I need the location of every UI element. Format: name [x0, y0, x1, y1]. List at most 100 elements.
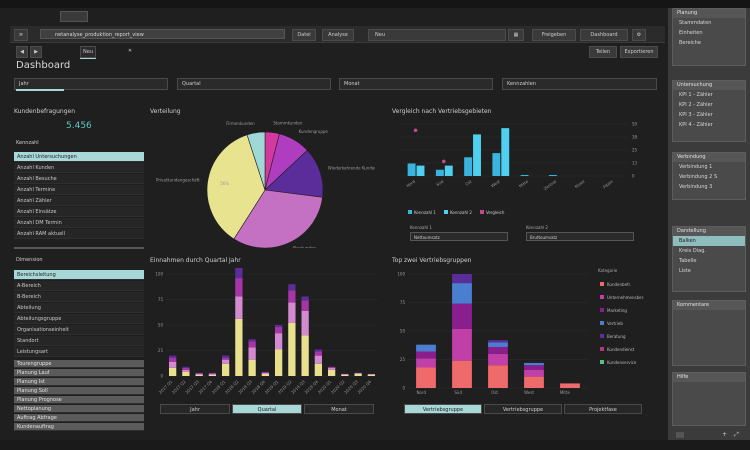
- browser-tab[interactable]: [60, 11, 88, 22]
- stack-segment: [261, 373, 270, 376]
- right-panel-item[interactable]: Kreis Diag.: [679, 248, 706, 254]
- st1-btn-year[interactable]: Jahr: [160, 404, 230, 414]
- group2-item[interactable]: Bereichsleitung: [14, 270, 144, 280]
- legend-swatch: [443, 210, 448, 214]
- analysis-button[interactable]: Analyse: [322, 29, 354, 41]
- stack-segment: [524, 369, 544, 377]
- stack-segment: [221, 359, 230, 364]
- group2-item[interactable]: A-Bereich: [14, 281, 144, 291]
- stack-segment: [208, 372, 217, 374]
- st1-btn-quarter[interactable]: Quartal: [232, 404, 302, 414]
- group2-grey-item[interactable]: Planung Ist: [14, 378, 144, 386]
- stack-segment: [195, 372, 203, 374]
- right-panel-item[interactable]: Verbindung 1: [679, 164, 713, 170]
- rp-add-icon[interactable]: +: [722, 431, 728, 438]
- combo-bar-1: [407, 163, 416, 176]
- st2-btn-3[interactable]: Projektfase: [564, 404, 642, 414]
- legend-text: Vergleich: [485, 210, 505, 215]
- tab-new[interactable]: Neu: [80, 46, 96, 58]
- dropdown1[interactable]: Nettoumsatz: [410, 232, 508, 241]
- group1-item[interactable]: Anzahl Besuche: [14, 174, 144, 184]
- group2-item[interactable]: Standort: [14, 336, 144, 346]
- combo-title: Vergleich nach Vertriebsgebieten: [392, 108, 492, 115]
- gear-icon[interactable]: ⚙: [632, 29, 646, 41]
- combo-bar-2: [444, 165, 453, 176]
- stack-segment: [416, 358, 436, 368]
- right-panel-item[interactable]: Verbindung 2 S: [679, 174, 718, 180]
- group1-item[interactable]: Anzahl Zähler: [14, 196, 144, 206]
- right-panel-item[interactable]: Tabelle: [679, 258, 697, 264]
- combo-bar-1: [435, 169, 444, 176]
- group1-item[interactable]: Anzahl Termine: [14, 185, 144, 195]
- share-button[interactable]: Freigeben: [532, 29, 576, 41]
- right-panel-box-title[interactable]: Verbindung: [673, 153, 745, 162]
- dropdown2[interactable]: Bruttoumsatz: [526, 232, 634, 241]
- filter-kpi[interactable]: Kennzahlen: [502, 78, 657, 90]
- group2-grey-item[interactable]: Auftrag Abfrage: [14, 414, 144, 422]
- legend-text: Kundenbefr.: [607, 282, 631, 287]
- share-tab-button[interactable]: Teilen: [589, 46, 617, 58]
- group2-item[interactable]: Abteilungsgruppe: [14, 314, 144, 324]
- new-button[interactable]: Neu: [368, 29, 506, 41]
- combo-bar-1: [464, 157, 473, 176]
- st2-btn-1[interactable]: Vertriebsgruppe: [404, 404, 482, 414]
- close-icon[interactable]: ✕: [127, 48, 133, 54]
- right-panel-box-title[interactable]: Darstellung: [673, 227, 745, 236]
- right-panel-box-title[interactable]: Kommentare: [673, 301, 745, 310]
- group2-item[interactable]: Leistungsart: [14, 347, 144, 357]
- right-panel-item[interactable]: KPI 2 - Zähler: [679, 102, 713, 108]
- right-panel-box-title[interactable]: Untersuchung: [673, 81, 745, 90]
- right-panel-item[interactable]: KPI 4 - Zähler: [679, 122, 713, 128]
- back-icon[interactable]: ◀: [16, 46, 28, 58]
- st2-btn-2[interactable]: Vertriebsgruppe: [484, 404, 562, 414]
- right-panel-item[interactable]: Liste: [679, 268, 691, 274]
- export-button[interactable]: Exportieren: [620, 46, 658, 58]
- x-tick: Zentral: [543, 179, 558, 191]
- legend-swatch: [600, 308, 604, 312]
- address-field[interactable]: netanalyse_produktion_report_view: [40, 29, 285, 39]
- st1-btn-month[interactable]: Monat: [304, 404, 374, 414]
- stacked2-legend-item: Marketing: [600, 308, 627, 313]
- right-panel-box-title[interactable]: Planung: [673, 9, 745, 18]
- group1-item[interactable]: Anzahl Einsätze: [14, 207, 144, 217]
- right-panel-item[interactable]: KPI 3 - Zähler: [679, 112, 713, 118]
- right-panel-item[interactable]: KPI 1 - Zähler: [679, 92, 713, 98]
- legend-swatch: [600, 282, 604, 286]
- group1-scrollbar[interactable]: [14, 247, 144, 249]
- group2-grey-item[interactable]: Planung Soll: [14, 387, 144, 395]
- legend-swatch: [600, 360, 604, 364]
- filter-year[interactable]: Jahr: [14, 78, 168, 90]
- x-tick: Nord: [416, 390, 426, 395]
- right-panel-item[interactable]: Einheiten: [679, 30, 703, 36]
- x-tick: Mitte: [518, 178, 530, 188]
- group2-grey-item[interactable]: Planung Prognose: [14, 396, 144, 404]
- right-panel-item[interactable]: Bereiche: [679, 40, 701, 46]
- group1-item[interactable]: Anzahl RAM aktuell: [14, 229, 144, 239]
- file-button[interactable]: Datei: [292, 29, 316, 41]
- right-panel-item[interactable]: Verbindung 3: [679, 184, 713, 190]
- group2-grey-item[interactable]: Tourengruppe: [14, 360, 144, 368]
- group2-grey-item[interactable]: Planung Lauf: [14, 369, 144, 377]
- menu-icon[interactable]: ≡: [14, 29, 28, 41]
- group2-grey-item[interactable]: Nettoplanung: [14, 405, 144, 413]
- stack-segment: [195, 373, 203, 375]
- right-panel-item[interactable]: Stammdaten: [679, 20, 712, 26]
- group1-item[interactable]: Anzahl Untersuchungen: [14, 152, 144, 162]
- right-panel-box-title[interactable]: Hilfe: [673, 373, 745, 382]
- dashboard-button[interactable]: Dashboard: [580, 29, 628, 41]
- forward-icon[interactable]: ▶: [30, 46, 42, 58]
- group2-item[interactable]: B-Bereich: [14, 292, 144, 302]
- group2-item[interactable]: Abteilung: [14, 303, 144, 313]
- group1-item[interactable]: Anzahl DM Termin: [14, 218, 144, 228]
- group2-item[interactable]: Organisationseinheit: [14, 325, 144, 335]
- rp-settings-icon[interactable]: [676, 432, 684, 438]
- group2-grey-item[interactable]: Kundenauftrag: [14, 423, 144, 431]
- combo-legend-item: Vergleich: [479, 210, 505, 215]
- filter-quarter[interactable]: Quartal: [177, 78, 331, 90]
- grid-icon[interactable]: ▦: [508, 29, 524, 41]
- filter-month[interactable]: Monat: [339, 78, 493, 90]
- filter-year-indicator: [16, 89, 64, 91]
- group1-item[interactable]: Anzahl Kunden: [14, 163, 144, 173]
- rp-expand-icon[interactable]: ⤢: [734, 431, 739, 438]
- right-panel-item[interactable]: Balken: [673, 236, 745, 246]
